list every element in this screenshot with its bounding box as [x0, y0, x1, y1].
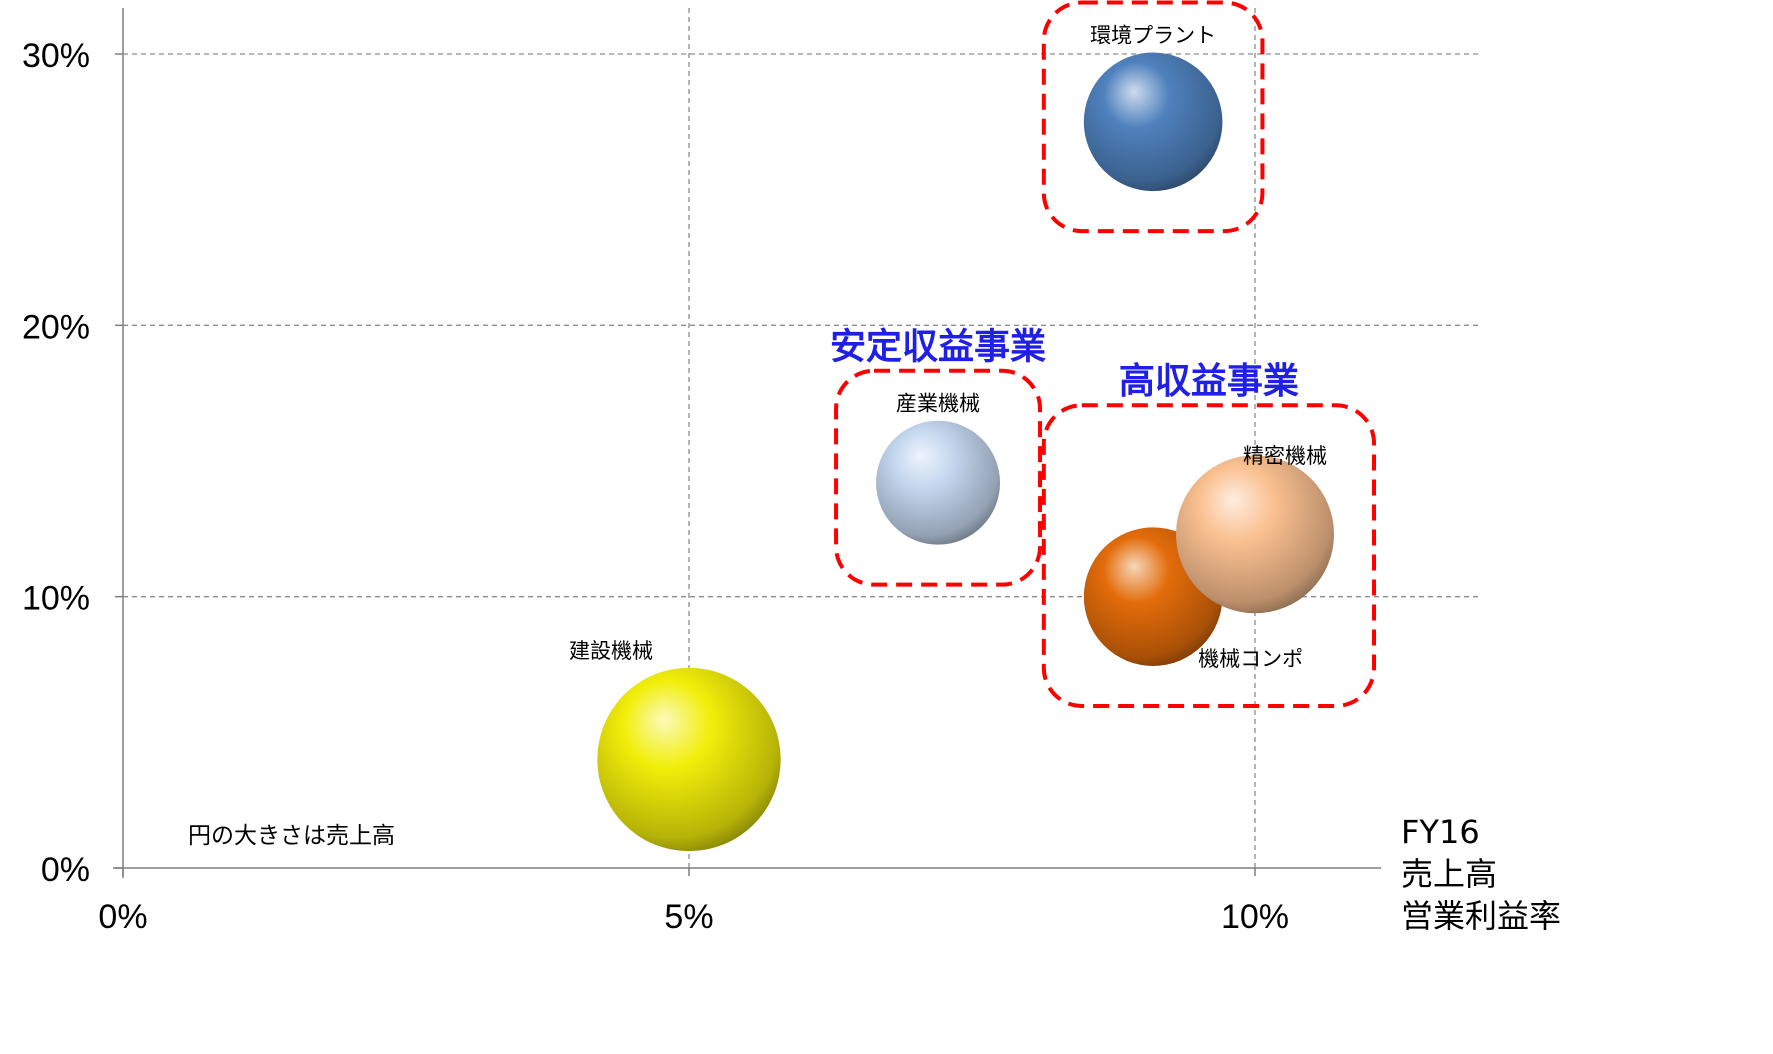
- bubble-label: 精密機械: [1243, 444, 1327, 468]
- bubble: [1083, 52, 1223, 192]
- y-tick-label: 20%: [22, 308, 90, 346]
- axis-caption-line: FY16: [1401, 813, 1480, 851]
- bubble-label: 機械コンポ: [1198, 647, 1303, 671]
- axis-caption-line: 営業利益率: [1401, 897, 1561, 935]
- group-box: [1041, 403, 1377, 708]
- y-tick-label: 10%: [22, 580, 90, 618]
- bubble: [597, 667, 781, 852]
- bubble-label: 建設機械: [569, 639, 653, 663]
- x-tick-label: 0%: [98, 898, 147, 936]
- group-label: 安定収益事業: [830, 327, 1046, 368]
- y-tick-label: 30%: [22, 37, 90, 75]
- y-tick-label: 0%: [41, 851, 90, 889]
- size-note: 円の大きさは売上高: [188, 823, 395, 849]
- group-label: 高収益事業: [1119, 361, 1299, 402]
- bubble-layer: [597, 52, 1335, 852]
- grid-layer: [123, 8, 1481, 868]
- x-tick-label: 10%: [1221, 898, 1289, 936]
- group-box: [834, 368, 1043, 587]
- group-box-layer: [834, 0, 1377, 708]
- group-box: [1041, 0, 1265, 234]
- axis-caption-line: 売上高: [1401, 855, 1497, 893]
- bubble: [1175, 455, 1335, 614]
- x-tick-label: 5%: [664, 898, 713, 936]
- bubble-label: 環境プラント: [1090, 24, 1216, 48]
- bubble: [876, 420, 1001, 545]
- bubble-label: 産業機械: [896, 392, 980, 416]
